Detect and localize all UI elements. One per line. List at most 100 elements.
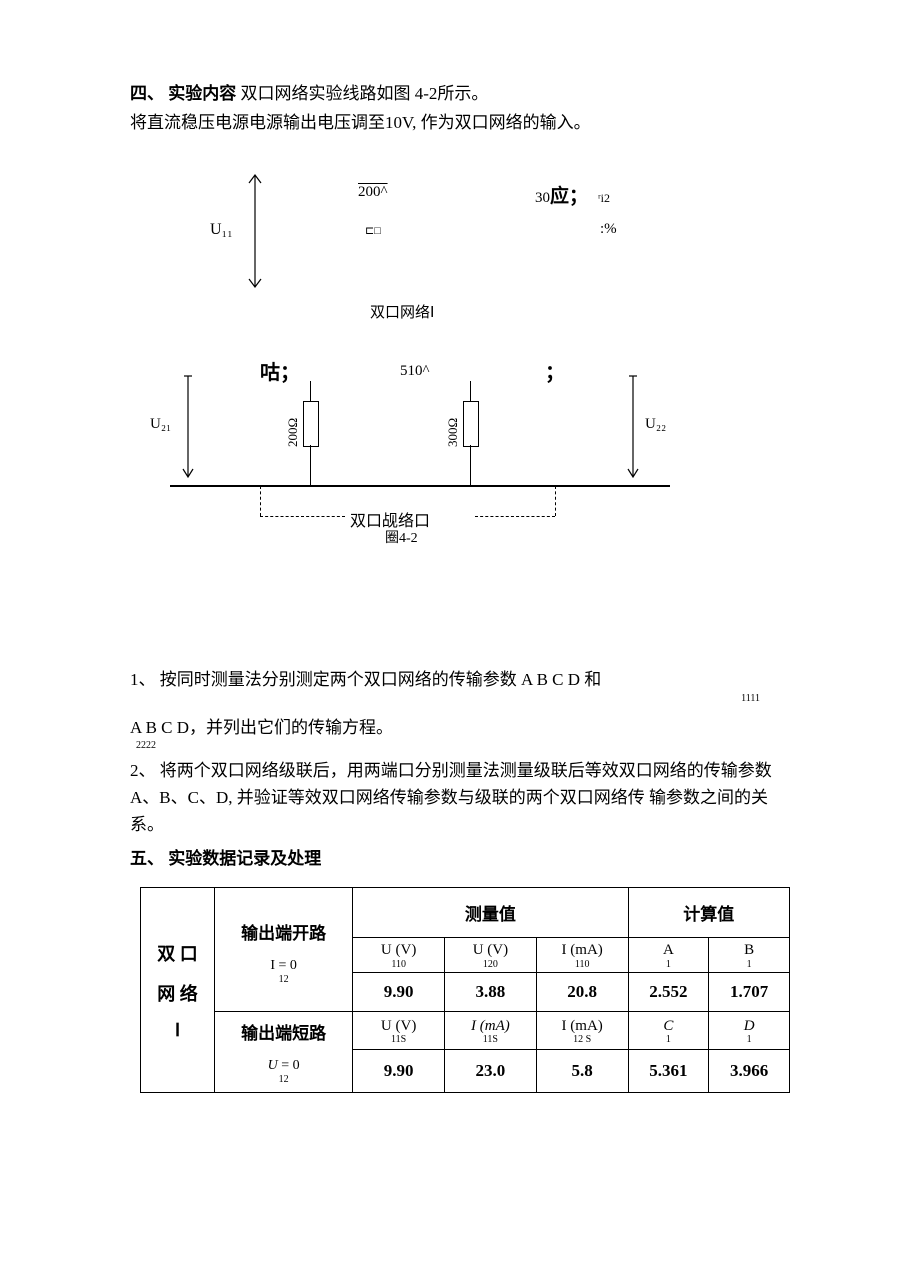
t-r1h2: U (V)120 [445, 938, 537, 973]
t-r1h3: I (mA)110 [536, 938, 628, 973]
t-r1h1m: U (V) [381, 942, 416, 958]
t-rl-b: 网 络 [143, 980, 212, 1006]
t-r1h1s: 110 [353, 959, 444, 970]
d1-smallbox: ⊏□ [365, 224, 381, 237]
section-4-num: 四、 [130, 84, 164, 103]
dash-bot-l [260, 516, 345, 517]
data-table-main: 双 口 网 络 Ⅰ 输出端开路 I = 0 12 测量值 计算值 U (V)11… [140, 887, 790, 1093]
d1-pct: :% [600, 221, 617, 238]
t-r2v3: 5.8 [536, 1049, 628, 1092]
d1-r2b: 应； [550, 186, 588, 207]
d2-rleft-label: 200Ω [285, 418, 301, 447]
section-5-title: 实验数据记录及处理 [168, 849, 321, 868]
t-r2h5s: 1 [709, 1034, 789, 1045]
t-r1h4m: A [663, 942, 674, 958]
t-r1h5m: B [744, 942, 754, 958]
t-r2h2m: I (mA) [471, 1018, 510, 1034]
page-root: 四、 实验内容 双口网络实验线路如图 4-2所示。 将直流稳压电源电源输出电压调… [0, 0, 920, 1276]
d2-lres-wire-bot [310, 445, 311, 485]
item1-line1: 1、 按同时测量法分别测定两个双口网络的传输参数 A B C D 和 [130, 666, 800, 693]
t-r1h3m: I (mA) [562, 942, 603, 958]
t-hdr-meas: 测量值 [353, 888, 628, 938]
t-r1v2: 3.88 [445, 972, 537, 1011]
t-r1v3: 20.8 [536, 972, 628, 1011]
t-r1h4s: 1 [629, 959, 709, 970]
t-cond2-u: U [268, 1058, 278, 1073]
dash-bot-r [475, 516, 555, 517]
t-r2v4: 5.361 [628, 1049, 709, 1092]
t-cond2: 输出端短路 U = 0 12 [215, 1011, 353, 1092]
t-r1h3s: 110 [537, 959, 628, 970]
t-r2h4: C1 [628, 1011, 709, 1049]
item1b-sub: 2222 [136, 741, 800, 751]
t-r1h5: B1 [709, 938, 790, 973]
item2-num: 2、 [130, 761, 156, 780]
u21-arrow [180, 371, 196, 481]
u22-arrow [625, 371, 641, 481]
d1-r2a: 30 [535, 190, 550, 206]
t-r1h5s: 1 [709, 959, 789, 970]
u11-arrow [245, 171, 265, 291]
t-rl-a: 双 口 [143, 940, 212, 966]
t-cond1-title: 输出端开路 [216, 909, 351, 958]
t-r2v1: 9.90 [353, 1049, 445, 1092]
item2-text: 将两个双口网络级联后，用两端口分别测量法测量级联后等效双口网络的传输参数A、B、… [130, 761, 772, 834]
t-cond1: 输出端开路 I = 0 12 [215, 888, 353, 1012]
d2-left-resistor [303, 401, 319, 447]
item1-num: 1、 [130, 670, 156, 689]
t-row-hdr: 双 口 网 络 Ⅰ 输出端开路 I = 0 12 测量值 计算值 [141, 888, 790, 938]
t-r1v5: 1.707 [709, 972, 790, 1011]
t-row-sym2: 输出端短路 U = 0 12 U (V)11S I (mA)11S I (mA)… [141, 1011, 790, 1049]
d2-caption2: 圈4-2 [385, 527, 418, 547]
t-r2v5: 3.966 [709, 1049, 790, 1092]
t-r2h3s: 12 S [537, 1034, 628, 1045]
t-r2h3: I (mA)12 S [536, 1011, 628, 1049]
t-cond2-sub: 12 [216, 1074, 351, 1091]
t-cond1-sub: 12 [216, 974, 351, 991]
d2-bottom-wire [170, 485, 670, 486]
section-4-heading: 四、 实验内容 双口网络实验线路如图 4-2所示。 [130, 80, 800, 107]
d2-rres-wire-top [470, 381, 471, 401]
heading-line2: 将直流稳压电源电源输出电压调至10V, 作为双口网络的输入。 [130, 109, 800, 136]
t-r2h1m: U (V) [381, 1018, 416, 1034]
t-r2h3m: I (mA) [562, 1018, 603, 1034]
d1-caption: 双口网络Ⅰ [370, 301, 434, 322]
d2-lres-wire-top [310, 381, 311, 401]
t-r1h2s: 120 [445, 959, 536, 970]
t-r2h2: I (mA)11S [445, 1011, 537, 1049]
t-r2h1: U (V)11S [353, 1011, 445, 1049]
t-r1h1: U (V)110 [353, 938, 445, 973]
t-r1v1: 9.90 [353, 972, 445, 1011]
u11-label: U₁₁ [210, 221, 233, 239]
t-r1h4: A1 [628, 938, 709, 973]
item1-sub: 1111 [130, 694, 800, 704]
t-cond2-title: 输出端短路 [216, 1013, 351, 1058]
dash-right [555, 486, 556, 516]
t-r1h2m: U (V) [473, 942, 508, 958]
t-r2h5: D1 [709, 1011, 790, 1049]
section-5: 五、 实验数据记录及处理 [130, 844, 800, 869]
section-4-title: 实验内容 [168, 84, 236, 103]
t-r2h2s: 11S [445, 1034, 536, 1045]
d2-rtop: 510^ [400, 363, 430, 380]
diagrams-container: U₁₁ 200^ ⊏□ 30应； ʳi2 :% 双口网络Ⅰ U₂₁ 咕； 510… [140, 166, 790, 646]
t-cond1-eq: I = 0 [216, 958, 351, 974]
d2-topright: ； [545, 356, 565, 385]
section-4-rest: 双口网络实验线路如图 4-2所示。 [241, 84, 489, 103]
t-hdr-calc: 计算值 [628, 888, 789, 938]
item1-text: 按同时测量法分别测定两个双口网络的传输参数 A B C D 和 [160, 670, 602, 689]
t-r2v2: 23.0 [445, 1049, 537, 1092]
d1-r1: 200^ [358, 184, 388, 201]
d2-rright-label: 300Ω [445, 418, 461, 447]
spacer [130, 704, 800, 714]
d2-rres-wire-bot [470, 445, 471, 485]
u21-label: U₂₁ [150, 416, 171, 433]
diagram2-group: U₂₁ 咕； 510^ ； 200Ω 300Ω U₂₂ [140, 351, 790, 631]
t-r2h4s: 1 [629, 1034, 709, 1045]
item2: 2、 将两个双口网络级联后，用两端口分别测量法测量级联后等效双口网络的传输参数A… [130, 757, 800, 839]
t-r2h5m: D [744, 1018, 755, 1034]
section-5-num: 五、 [130, 849, 164, 868]
t-rowlabel: 双 口 网 络 Ⅰ [141, 888, 215, 1093]
dash-left [260, 486, 261, 516]
t-r1v4: 2.552 [628, 972, 709, 1011]
